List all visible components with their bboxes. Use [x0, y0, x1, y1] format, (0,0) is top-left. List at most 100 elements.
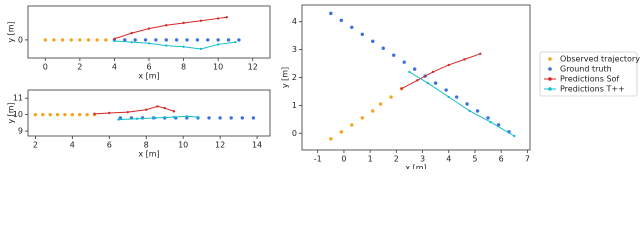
x-tick-label: 4	[446, 155, 451, 164]
prediction-point	[130, 40, 133, 44]
prediction-point	[416, 79, 419, 82]
trajectory-point	[454, 95, 459, 99]
prediction-point	[199, 19, 203, 22]
x-tick-label: 2	[394, 155, 399, 164]
y-axis-label: y [m]	[7, 102, 16, 123]
trajectory-point	[154, 38, 158, 42]
trajectory-point	[78, 112, 82, 117]
prediction-point	[182, 21, 185, 25]
y-axis-label: y [m]	[281, 67, 290, 88]
x-tick-label: 0	[341, 155, 346, 164]
trajectory-point	[104, 38, 108, 42]
trajectory-point	[381, 46, 385, 50]
trajectory-point	[174, 38, 179, 42]
axes-frame	[27, 5, 271, 59]
prediction-point	[479, 52, 482, 55]
trajectory-point	[444, 88, 448, 92]
prediction-point	[165, 44, 168, 47]
trajectory-point	[329, 137, 333, 141]
y-tick-label: 0	[292, 129, 297, 138]
trajectory-point	[216, 38, 220, 42]
prediction-point	[172, 110, 176, 113]
y-tick-label: 1	[292, 101, 297, 110]
prediction-point	[113, 39, 116, 43]
trajectory-point	[392, 53, 396, 57]
x-tick-label: 6	[499, 155, 504, 164]
x-tick-label: 12	[215, 141, 225, 150]
prediction-point	[117, 118, 120, 121]
prediction-line	[114, 16, 227, 40]
y-tick-label: 2	[292, 73, 297, 82]
trajectory-point	[63, 112, 67, 117]
x-tick-label: 2	[77, 63, 82, 72]
axes-frame	[27, 89, 271, 137]
trajectory-point	[52, 38, 56, 42]
prediction-point	[126, 110, 129, 114]
trajectory-point	[240, 116, 244, 120]
prediction-point	[447, 63, 450, 67]
prediction-point	[135, 117, 139, 120]
x-tick-label: 5	[472, 155, 477, 164]
legend-box	[539, 51, 638, 97]
x-tick-label: 1	[368, 155, 373, 164]
trajectory-point	[60, 38, 65, 42]
prediction-point	[147, 27, 151, 30]
x-tick-label: 8	[181, 63, 186, 72]
x-tick-label: 7	[525, 155, 530, 164]
prediction-point	[447, 95, 450, 99]
trajectory-point	[378, 102, 383, 106]
trajectory-point	[350, 25, 354, 30]
prediction-line	[94, 105, 175, 115]
trajectory-point	[70, 112, 75, 117]
prediction-point	[234, 40, 237, 44]
prediction-point	[426, 81, 429, 85]
trajectory-point	[133, 38, 137, 42]
prediction-point	[468, 109, 471, 113]
x-tick-label: 8	[144, 141, 149, 150]
trajectory-point	[41, 112, 45, 117]
prediction-point	[408, 70, 411, 74]
y-tick-label: 3	[292, 45, 297, 54]
y-tick-label: 11	[13, 94, 23, 103]
prediction-point	[130, 31, 133, 35]
trajectory-point	[350, 123, 354, 127]
prediction-point	[172, 115, 176, 119]
x-tick-label: -1	[314, 155, 322, 164]
legend-label: Predictions Sof	[560, 75, 619, 84]
trajectory-point	[55, 112, 60, 117]
y-axis-label: y [m]	[7, 21, 16, 42]
x-axis-label: x [m]	[138, 72, 159, 81]
x-tick-label: 10	[178, 141, 188, 150]
trajectory-point	[69, 38, 73, 42]
prediction-point	[216, 43, 220, 46]
trajectory-point	[48, 112, 52, 117]
y-tick-label: 10	[13, 110, 23, 119]
trajectory-point	[164, 38, 168, 42]
prediction-point	[463, 58, 466, 61]
y-tick-label: 9	[18, 127, 23, 136]
trajectory-point	[329, 11, 333, 16]
prediction-point	[154, 116, 157, 120]
prediction-line	[409, 71, 515, 137]
trajectory-point	[95, 38, 99, 42]
prediction-point	[165, 24, 168, 27]
x-tick-label: 6	[107, 141, 112, 150]
axes-frame	[301, 4, 531, 151]
trajectory-point	[118, 116, 123, 120]
trajectory-point	[86, 38, 91, 42]
trajectory-point	[206, 38, 210, 42]
prediction-point	[225, 16, 228, 19]
prediction-point	[513, 134, 516, 138]
x-axis-label: x [m]	[138, 150, 159, 159]
legend-label: Predictions T++	[560, 85, 625, 94]
x-tick-label: 2	[33, 141, 38, 150]
x-axis-label: x [m]	[405, 164, 426, 170]
trajectory-point	[185, 38, 189, 42]
trajectory-point	[433, 81, 438, 85]
trajectory-point	[360, 116, 364, 120]
trajectory-point	[371, 39, 375, 43]
trajectory-point	[207, 116, 211, 120]
prediction-point	[185, 115, 189, 118]
trajectory-point	[195, 38, 200, 42]
prediction-point	[196, 115, 200, 119]
